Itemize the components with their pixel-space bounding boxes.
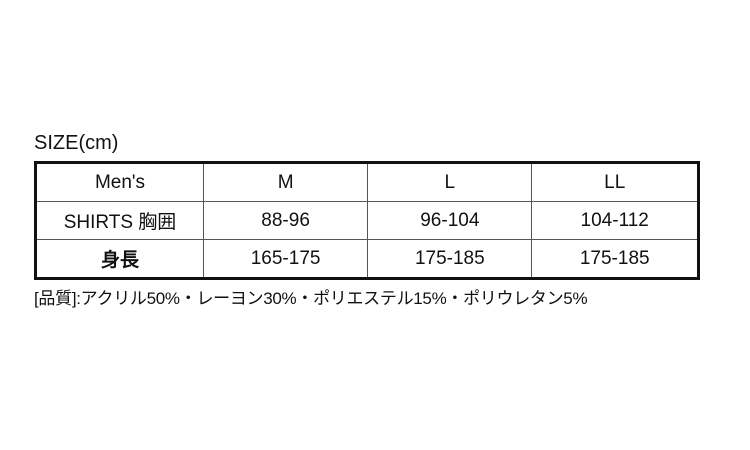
table-cell: 165-175: [202, 239, 369, 279]
row-label: SHIRTS 胸囲: [35, 201, 204, 240]
size-table: Men's M L LL SHIRTS 胸囲 88-96 96-104 104-…: [34, 161, 700, 280]
header-cell: L: [367, 162, 533, 202]
table-cell: 175-185: [531, 239, 699, 279]
table-cell: 104-112: [531, 201, 699, 240]
table-header-row: Men's M L LL: [35, 162, 699, 202]
material-note: [品質]:アクリル50%・レーヨン30%・ポリエステル15%・ポリウレタン5%: [34, 289, 588, 308]
row-label: 身長: [35, 239, 204, 279]
table-cell: 88-96: [202, 201, 369, 240]
table-cell: 175-185: [367, 239, 533, 279]
header-cell: M: [202, 162, 369, 202]
table-cell: 96-104: [367, 201, 533, 240]
table-row: 身長 165-175 175-185 175-185: [35, 239, 699, 279]
header-cell: Men's: [35, 162, 204, 202]
header-cell: LL: [531, 162, 699, 202]
size-title: SIZE(cm): [34, 132, 119, 154]
table-row: SHIRTS 胸囲 88-96 96-104 104-112: [35, 201, 699, 240]
